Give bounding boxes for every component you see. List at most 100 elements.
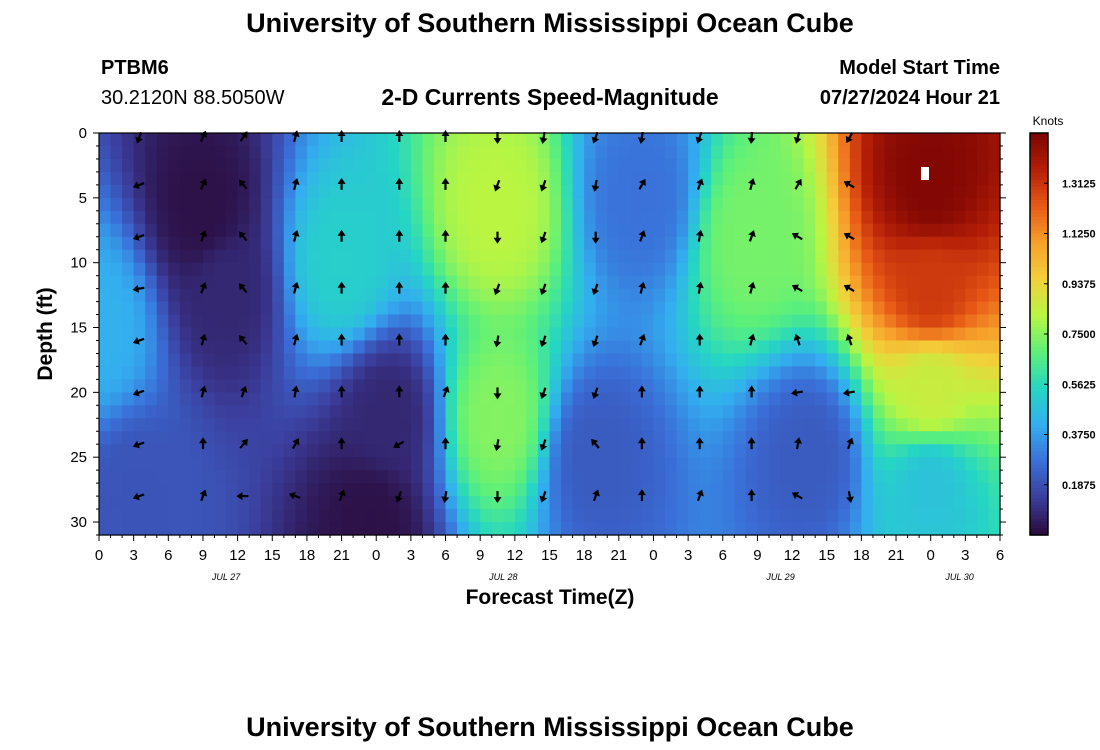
heatmap-cell bbox=[849, 197, 862, 212]
heatmap-cell bbox=[896, 379, 909, 393]
heatmap-cell bbox=[318, 301, 331, 316]
x-tick-label: 6 bbox=[164, 547, 172, 564]
heatmap-cell bbox=[387, 340, 400, 355]
current-arrow bbox=[695, 333, 704, 346]
heatmap-cell bbox=[653, 470, 666, 484]
heatmap-cell bbox=[122, 366, 135, 380]
heatmap-cell bbox=[930, 275, 943, 290]
heatmap-cell bbox=[849, 405, 862, 419]
heatmap-cell bbox=[976, 405, 990, 419]
colorbar-swatch bbox=[1030, 407, 1048, 412]
heatmap-cell bbox=[849, 340, 862, 355]
heatmap-cell bbox=[237, 145, 250, 160]
heatmap-cell bbox=[641, 236, 655, 251]
heatmap-cell bbox=[410, 301, 424, 316]
heatmap-cell bbox=[145, 301, 158, 316]
arrow-head bbox=[794, 178, 802, 187]
heatmap-cell bbox=[306, 288, 320, 303]
heatmap-cell bbox=[815, 418, 828, 432]
colorbar-swatch bbox=[1030, 169, 1048, 174]
heatmap-cell bbox=[699, 366, 712, 380]
heatmap-cell bbox=[676, 249, 689, 264]
heatmap-cell bbox=[803, 301, 816, 316]
colorbar-swatch bbox=[1030, 327, 1048, 332]
heatmap-cell bbox=[249, 431, 262, 445]
heatmap-cell bbox=[214, 133, 227, 147]
heatmap-cell bbox=[734, 249, 747, 264]
heatmap-cell bbox=[861, 275, 874, 290]
x-tick-label: 18 bbox=[299, 547, 316, 564]
heatmap-cell bbox=[526, 314, 539, 329]
heatmap-cell bbox=[330, 210, 343, 225]
heatmap-cell bbox=[110, 145, 123, 160]
heatmap-cell bbox=[572, 197, 585, 212]
heatmap-cell bbox=[907, 262, 920, 277]
heatmap-cell bbox=[849, 275, 862, 290]
heatmap-cell bbox=[849, 223, 862, 238]
heatmap-cell bbox=[410, 145, 424, 160]
heatmap-cell bbox=[965, 496, 978, 510]
heatmap-cell bbox=[584, 171, 597, 186]
colorbar-swatch bbox=[1030, 159, 1048, 164]
heatmap-cell bbox=[503, 314, 516, 329]
heatmap-cell bbox=[364, 236, 377, 251]
heatmap-cell bbox=[572, 249, 585, 264]
y-tick-label: 5 bbox=[79, 190, 87, 207]
heatmap-cell bbox=[896, 236, 909, 251]
heatmap-cell bbox=[711, 470, 724, 484]
date-label: JUL 27 bbox=[211, 572, 241, 582]
current-arrow bbox=[747, 333, 756, 346]
arrow-head bbox=[843, 232, 851, 240]
heatmap-cell bbox=[249, 275, 262, 290]
heatmap-cell bbox=[364, 444, 377, 458]
heatmap-cell bbox=[202, 314, 216, 329]
heatmap-cell bbox=[491, 379, 504, 393]
heatmap-cell bbox=[780, 197, 793, 212]
heatmap-cell bbox=[988, 509, 1001, 523]
heatmap-cell bbox=[953, 171, 966, 186]
heatmap-cell bbox=[364, 223, 377, 238]
heatmap-cell bbox=[665, 353, 678, 368]
heatmap-cell bbox=[514, 327, 527, 342]
heatmap-cell bbox=[976, 236, 990, 251]
heatmap-cell bbox=[757, 366, 770, 380]
heatmap-cell bbox=[826, 158, 839, 173]
heatmap-cell bbox=[191, 171, 204, 186]
heatmap-cell bbox=[907, 223, 920, 238]
heatmap-cell bbox=[387, 431, 400, 445]
station-coords: 30.2120N 88.5050W bbox=[101, 87, 285, 109]
heatmap-cell bbox=[133, 340, 146, 355]
heatmap-cell bbox=[272, 210, 285, 225]
heatmap-cell bbox=[919, 236, 932, 251]
heatmap-cell bbox=[260, 457, 273, 471]
heatmap-cell bbox=[953, 184, 966, 199]
heatmap-cell bbox=[688, 288, 701, 303]
heatmap-cell bbox=[526, 275, 539, 290]
heatmap-cell bbox=[688, 392, 701, 406]
heatmap-cell bbox=[803, 184, 816, 199]
heatmap-cell bbox=[976, 522, 990, 536]
heatmap-cell bbox=[630, 509, 643, 523]
heatmap-cell bbox=[792, 444, 805, 458]
colorbar-swatch bbox=[1030, 468, 1048, 472]
heatmap-cell bbox=[457, 470, 470, 484]
heatmap-cell bbox=[433, 522, 447, 536]
heatmap-cell bbox=[849, 379, 862, 393]
heatmap-cell bbox=[953, 366, 966, 380]
heatmap-cell bbox=[237, 197, 250, 212]
heatmap-cell bbox=[630, 158, 643, 173]
heatmap-cell bbox=[826, 210, 839, 225]
heatmap-cell bbox=[318, 158, 331, 173]
arrow-head bbox=[539, 495, 548, 503]
heatmap-cell bbox=[976, 418, 990, 432]
heatmap-cell bbox=[919, 457, 932, 471]
heatmap-cell bbox=[249, 405, 262, 419]
heatmap-cell bbox=[503, 288, 516, 303]
heatmap-cell bbox=[272, 158, 285, 173]
heatmap-cell bbox=[595, 327, 608, 342]
colorbar-swatch bbox=[1030, 531, 1048, 536]
heatmap-cell bbox=[399, 223, 412, 238]
heatmap-cell bbox=[665, 470, 678, 484]
heatmap-cell bbox=[480, 522, 493, 536]
heatmap-cell bbox=[607, 327, 620, 342]
